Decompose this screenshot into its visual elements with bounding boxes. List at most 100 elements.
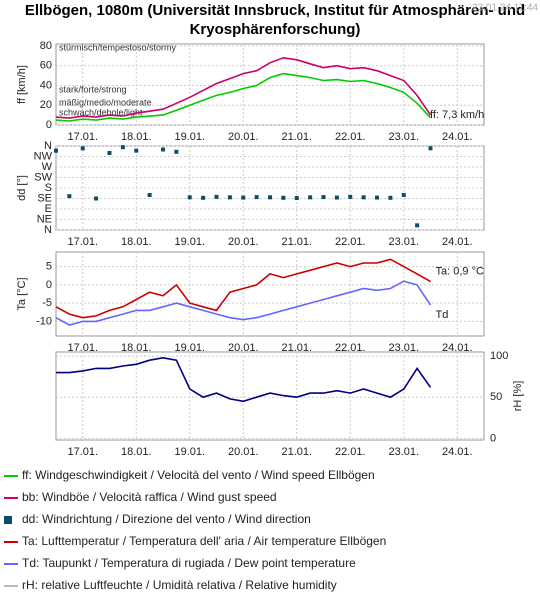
y-tick-label: 0 xyxy=(46,119,52,131)
x-tick-label: 18.01. xyxy=(121,236,152,248)
marker xyxy=(54,148,58,153)
legend-label: Ta: Lufttemperatur / Temperatura dell' a… xyxy=(22,534,386,548)
series-line xyxy=(56,356,432,403)
band-label: mäßig/medio/moderate xyxy=(59,97,152,107)
x-tick-label: 21.01. xyxy=(281,446,312,458)
band-label: schwach/debole/light xyxy=(59,107,143,117)
x-tick-label: 23.01. xyxy=(388,342,419,354)
plot-frame xyxy=(55,351,485,441)
marker xyxy=(348,194,353,199)
marker xyxy=(334,195,339,200)
x-tick-label: 22.01. xyxy=(335,236,366,248)
x-tick-label: 20.01. xyxy=(228,236,259,248)
x-tick-label: 21.01. xyxy=(281,342,312,354)
x-tick-label: 20.01. xyxy=(228,446,259,458)
y-tick-label: -10 xyxy=(36,315,52,327)
y-tick-label: 100 xyxy=(490,350,508,362)
annotation: Td xyxy=(436,309,449,321)
marker xyxy=(174,149,179,154)
marker xyxy=(294,196,299,201)
marker xyxy=(187,195,192,200)
x-tick-label: 21.01. xyxy=(281,236,312,248)
y-tick-label: NW xyxy=(34,150,53,162)
timestamp: 23.01.24 11:44 xyxy=(472,3,538,14)
chart-title: Ellbögen, 1080m (Universität Innsbruck, … xyxy=(25,2,525,19)
legend-label: ff: Windgeschwindigkeit / Velocità del v… xyxy=(22,468,375,482)
x-tick-label: 24.01. xyxy=(442,342,473,354)
band-label: stürmisch/tempestoso/stormy xyxy=(59,42,177,52)
x-tick-label: 23.01. xyxy=(388,236,419,248)
x-tick-label: 22.01. xyxy=(335,446,366,458)
x-tick-label: 19.01. xyxy=(174,131,205,143)
x-tick-label: 19.01. xyxy=(174,236,205,248)
marker xyxy=(94,196,99,201)
y-tick-label: -5 xyxy=(42,297,52,309)
marker xyxy=(107,151,112,155)
band-label: stark/forte/strong xyxy=(59,84,127,94)
y-tick-label: 40 xyxy=(40,79,52,91)
y-tick-label: 0 xyxy=(46,279,52,291)
marker xyxy=(214,194,219,199)
marker xyxy=(281,195,286,200)
chart-title: Kryosphärenforschung) xyxy=(190,21,361,38)
legend-key xyxy=(4,516,12,524)
marker xyxy=(201,195,206,200)
annotation: Ta: 0,9 °C xyxy=(436,265,484,277)
y-tick-label: 20 xyxy=(40,99,52,111)
y-tick-label: SW xyxy=(34,171,52,183)
x-tick-label: 19.01. xyxy=(174,342,205,354)
x-tick-label: 18.01. xyxy=(121,446,152,458)
x-tick-label: 22.01. xyxy=(335,131,366,143)
y-tick-label: S xyxy=(45,182,52,194)
series-line xyxy=(55,280,432,326)
y-tick-label: 0 xyxy=(490,432,496,444)
legend-label: bb: Windböe / Velocità raffica / Wind gu… xyxy=(22,490,277,504)
x-tick-label: 18.01. xyxy=(121,131,152,143)
x-tick-label: 21.01. xyxy=(281,131,312,143)
annotation: ff: 7,3 km/h xyxy=(430,109,484,121)
marker xyxy=(388,195,393,200)
y-axis-label: Ta [°C] xyxy=(16,277,28,310)
x-tick-label: 17.01. xyxy=(67,236,98,248)
y-tick-label: 80 xyxy=(40,40,52,52)
y-tick-label: E xyxy=(45,203,52,215)
y-axis-label: rH [%] xyxy=(512,381,524,412)
y-tick-label: 5 xyxy=(46,261,52,273)
marker xyxy=(147,193,152,197)
x-tick-label: 20.01. xyxy=(228,131,259,143)
x-tick-label: 22.01. xyxy=(335,342,366,354)
y-tick-label: N xyxy=(44,224,52,236)
x-tick-label: 17.01. xyxy=(67,342,98,354)
marker xyxy=(401,193,406,197)
marker xyxy=(241,195,246,200)
marker xyxy=(120,145,125,150)
x-tick-label: 24.01. xyxy=(442,131,473,143)
marker xyxy=(80,146,85,151)
y-tick-label: 50 xyxy=(490,391,502,403)
marker xyxy=(268,195,272,200)
series-line xyxy=(55,56,432,119)
series-line xyxy=(55,258,431,319)
x-tick-label: 24.01. xyxy=(442,236,473,248)
marker xyxy=(361,195,366,200)
marker xyxy=(321,195,326,200)
y-tick-label: SE xyxy=(37,192,52,204)
marker xyxy=(227,195,232,200)
y-tick-label: 60 xyxy=(40,60,52,72)
plot-frame xyxy=(55,251,485,337)
x-tick-label: 20.01. xyxy=(228,342,259,354)
x-tick-label: 17.01. xyxy=(67,131,98,143)
x-tick-label: 19.01. xyxy=(174,446,205,458)
x-tick-label: 18.01. xyxy=(121,342,152,354)
marker xyxy=(161,147,165,152)
marker xyxy=(375,195,379,200)
y-tick-label: NE xyxy=(37,213,52,225)
x-tick-label: 17.01. xyxy=(67,446,98,458)
marker xyxy=(254,195,259,200)
legend-label: Td: Taupunkt / Temperatura di rugiada / … xyxy=(22,556,356,570)
marker xyxy=(134,148,139,153)
y-tick-label: W xyxy=(42,161,53,173)
x-tick-label: 23.01. xyxy=(388,446,419,458)
series-line xyxy=(55,72,432,122)
